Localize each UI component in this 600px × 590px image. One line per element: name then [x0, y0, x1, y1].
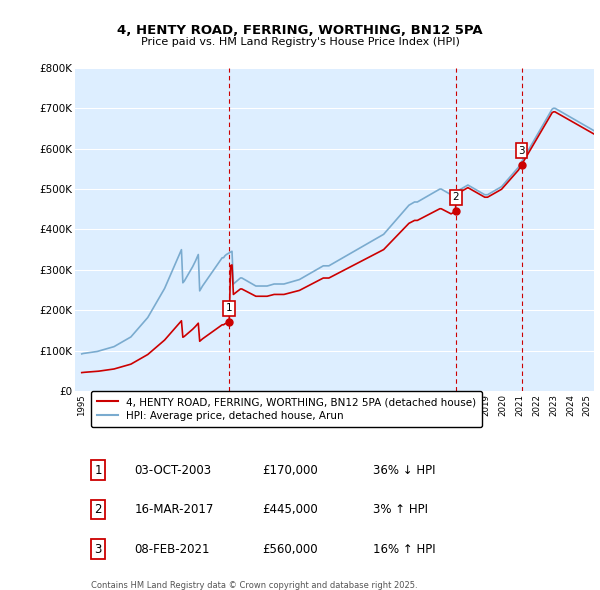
Text: 3: 3: [518, 146, 525, 156]
Text: 08-FEB-2021: 08-FEB-2021: [134, 543, 210, 556]
Text: 2: 2: [452, 192, 460, 202]
Text: 3: 3: [95, 543, 102, 556]
Text: 16% ↑ HPI: 16% ↑ HPI: [373, 543, 436, 556]
Text: 2: 2: [95, 503, 102, 516]
Text: 36% ↓ HPI: 36% ↓ HPI: [373, 464, 436, 477]
Text: £560,000: £560,000: [262, 543, 317, 556]
Text: 4, HENTY ROAD, FERRING, WORTHING, BN12 5PA: 4, HENTY ROAD, FERRING, WORTHING, BN12 5…: [117, 24, 483, 37]
Text: £170,000: £170,000: [262, 464, 317, 477]
Legend: 4, HENTY ROAD, FERRING, WORTHING, BN12 5PA (detached house), HPI: Average price,: 4, HENTY ROAD, FERRING, WORTHING, BN12 5…: [91, 391, 482, 427]
Text: 16-MAR-2017: 16-MAR-2017: [134, 503, 214, 516]
Text: Contains HM Land Registry data © Crown copyright and database right 2025.
This d: Contains HM Land Registry data © Crown c…: [91, 581, 417, 590]
Text: 03-OCT-2003: 03-OCT-2003: [134, 464, 212, 477]
Text: £445,000: £445,000: [262, 503, 317, 516]
Text: 1: 1: [95, 464, 102, 477]
Text: Price paid vs. HM Land Registry's House Price Index (HPI): Price paid vs. HM Land Registry's House …: [140, 37, 460, 47]
Text: 1: 1: [226, 303, 232, 313]
Text: 3% ↑ HPI: 3% ↑ HPI: [373, 503, 428, 516]
